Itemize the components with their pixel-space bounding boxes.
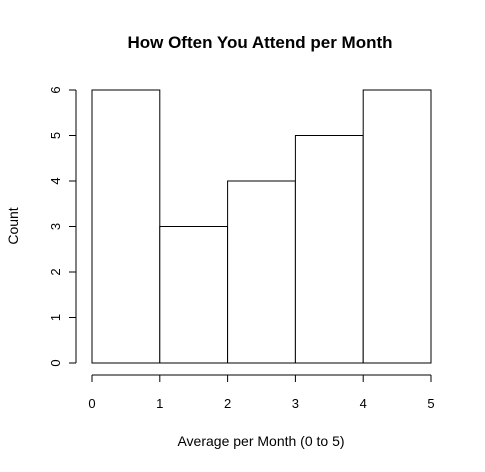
bars-group	[91, 89, 432, 364]
chart-title: How Often You Attend per Month	[127, 33, 392, 52]
y-tick-label: 4	[48, 177, 63, 184]
y-tick-label: 2	[48, 268, 63, 275]
histogram-bar	[227, 180, 296, 364]
x-axis-label: Average per Month (0 to 5)	[177, 433, 344, 449]
y-tick-label: 3	[48, 223, 63, 230]
x-tick-label: 2	[224, 396, 231, 411]
histogram-bar	[362, 89, 432, 364]
x-tick-label: 1	[156, 396, 163, 411]
x-tick-label: 4	[360, 396, 367, 411]
y-axis: 0 1 2 3 4 5 6	[48, 86, 77, 367]
histogram-bar	[91, 89, 161, 364]
x-tick-label: 0	[88, 396, 95, 411]
y-tick-label: 0	[48, 359, 63, 366]
y-tick-label: 5	[48, 132, 63, 139]
histogram-bar	[294, 135, 364, 364]
y-axis-label: Count	[5, 207, 21, 244]
x-tick-label: 5	[427, 396, 434, 411]
x-tick-label: 3	[292, 396, 299, 411]
y-tick-label: 6	[48, 86, 63, 93]
histogram-bar	[159, 226, 229, 364]
x-axis: 0 1 2 3 4 5	[88, 374, 435, 411]
y-tick-label: 1	[48, 314, 63, 321]
